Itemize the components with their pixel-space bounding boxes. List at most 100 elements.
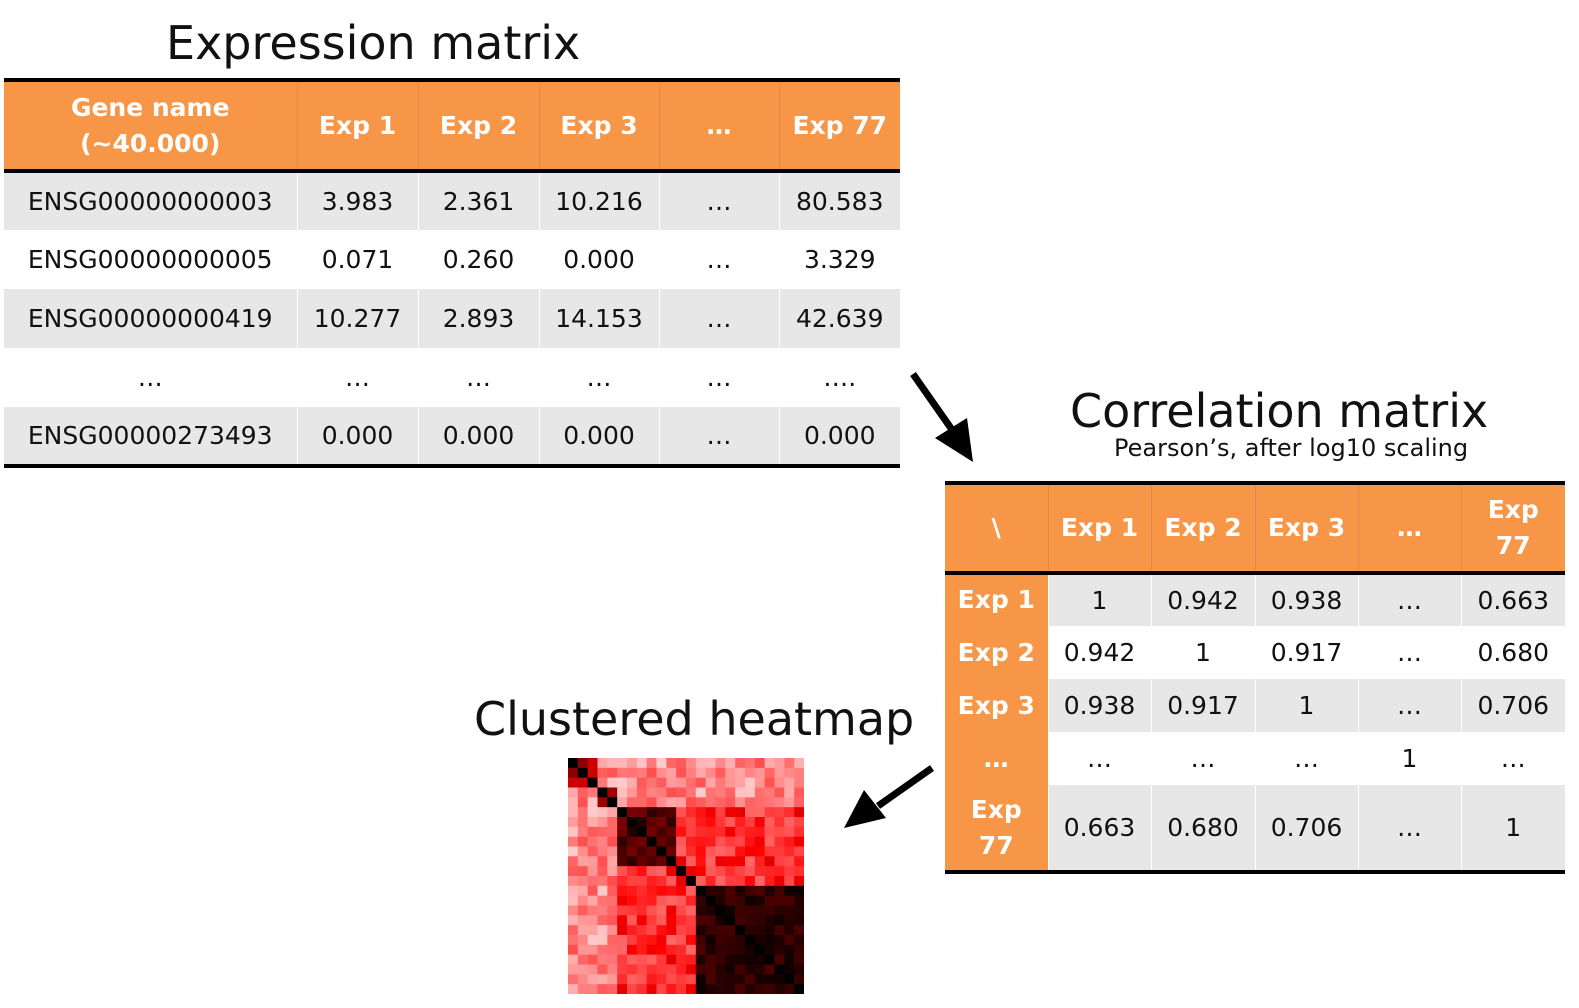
heatmap-cell bbox=[587, 984, 598, 994]
heatmap-cell bbox=[617, 895, 628, 906]
heatmap-cell bbox=[686, 758, 697, 769]
heatmap-cell bbox=[705, 876, 716, 887]
heatmap-cell bbox=[745, 856, 756, 867]
heatmap-cell bbox=[597, 777, 608, 788]
heatmap-cell bbox=[676, 984, 687, 994]
heatmap-cell bbox=[754, 885, 765, 896]
heatmap-cell bbox=[656, 885, 667, 896]
heatmap-cell bbox=[784, 915, 795, 926]
heatmap-cell bbox=[646, 974, 657, 985]
value-cell: 3.329 bbox=[778, 230, 900, 289]
value-cell: 10.216 bbox=[538, 171, 659, 230]
heatmap-cell bbox=[686, 915, 697, 926]
heatmap-cell bbox=[666, 767, 677, 778]
value-cell: 0.000 bbox=[538, 230, 659, 289]
heatmap-cell bbox=[617, 817, 628, 828]
heatmap-cell bbox=[587, 905, 598, 916]
heatmap-cell bbox=[607, 856, 618, 867]
heatmap-cell bbox=[666, 935, 677, 946]
heatmap-cell bbox=[764, 807, 775, 818]
heatmap-cell bbox=[666, 876, 677, 887]
heatmap-cell bbox=[666, 777, 677, 788]
heatmap-cell bbox=[627, 944, 638, 955]
heatmap-cell bbox=[715, 767, 726, 778]
heatmap-cell bbox=[784, 758, 795, 769]
heatmap-cell bbox=[764, 876, 775, 887]
heatmap-cell bbox=[686, 984, 697, 994]
heatmap-cell bbox=[607, 777, 618, 788]
heatmap-cell bbox=[774, 777, 785, 788]
heatmap-cell bbox=[577, 866, 588, 877]
heatmap-cell bbox=[666, 817, 677, 828]
heatmap-cell bbox=[754, 954, 765, 965]
heatmap-cell bbox=[686, 767, 697, 778]
heatmap-cell bbox=[764, 758, 775, 769]
heatmap-cell bbox=[577, 915, 588, 926]
heatmap-cell bbox=[774, 984, 785, 994]
heatmap-cell bbox=[577, 935, 588, 946]
heatmap-cell bbox=[577, 787, 588, 798]
heatmap-cell bbox=[686, 885, 697, 896]
heatmap-cell bbox=[754, 807, 765, 818]
correlation-cell: … bbox=[1254, 732, 1358, 785]
heatmap-cell bbox=[607, 758, 618, 769]
heatmap-cell bbox=[666, 915, 677, 926]
correlation-matrix-title: Correlation matrix bbox=[1070, 384, 1489, 438]
heatmap-cell bbox=[686, 856, 697, 867]
heatmap-cell bbox=[607, 964, 618, 975]
heatmap-cell bbox=[597, 944, 608, 955]
heatmap-cell bbox=[656, 758, 667, 769]
heatmap-cell bbox=[725, 826, 736, 837]
heatmap-cell bbox=[646, 777, 657, 788]
heatmap-cell bbox=[577, 944, 588, 955]
heatmap-cell bbox=[617, 885, 628, 896]
arrow-down-right-icon bbox=[910, 371, 973, 462]
heatmap-cell bbox=[754, 817, 765, 828]
heatmap-cell bbox=[587, 836, 598, 847]
heatmap-cell bbox=[636, 915, 647, 926]
heatmap-cell bbox=[627, 807, 638, 818]
heatmap-cell bbox=[607, 836, 618, 847]
heatmap-cell bbox=[656, 974, 667, 985]
heatmap-cell bbox=[705, 905, 716, 916]
heatmap-cell bbox=[715, 915, 726, 926]
correlation-matrix-table: \ Exp 1 Exp 2 Exp 3 … Exp 77 Exp 1 1 0.9… bbox=[945, 481, 1565, 874]
heatmap-cell bbox=[607, 846, 618, 857]
heatmap-cell bbox=[666, 905, 677, 916]
heatmap-cell bbox=[666, 826, 677, 837]
heatmap-cell bbox=[695, 866, 706, 877]
heatmap-cell bbox=[745, 944, 756, 955]
heatmap-cell bbox=[745, 915, 756, 926]
heatmap-cell bbox=[725, 885, 736, 896]
heatmap-cell bbox=[636, 817, 647, 828]
heatmap-cell bbox=[636, 895, 647, 906]
heatmap-cell bbox=[715, 935, 726, 946]
heatmap-cell bbox=[764, 915, 775, 926]
heatmap-cell bbox=[587, 856, 598, 867]
heatmap-cell bbox=[725, 876, 736, 887]
heatmap-cell bbox=[597, 895, 608, 906]
heatmap-cell bbox=[754, 787, 765, 798]
heatmap-cell bbox=[735, 836, 746, 847]
heatmap-cell bbox=[686, 866, 697, 877]
heatmap-cell bbox=[774, 826, 785, 837]
heatmap-cell bbox=[636, 866, 647, 877]
heatmap-cell bbox=[715, 836, 726, 847]
heatmap-cell bbox=[627, 905, 638, 916]
heatmap-cell bbox=[794, 866, 804, 877]
heatmap-cell bbox=[646, 925, 657, 936]
heatmap-cell bbox=[705, 826, 716, 837]
heatmap-cell bbox=[705, 777, 716, 788]
heatmap-cell bbox=[577, 925, 588, 936]
heatmap-cell bbox=[764, 895, 775, 906]
heatmap-cell bbox=[735, 964, 746, 975]
heatmap-cell bbox=[705, 817, 716, 828]
heatmap-cell bbox=[764, 866, 775, 877]
heatmap-cell bbox=[695, 964, 706, 975]
heatmap-cell bbox=[735, 935, 746, 946]
heatmap-cell bbox=[754, 895, 765, 906]
heatmap-cell bbox=[636, 954, 647, 965]
correlation-cell: 1 bbox=[1150, 626, 1255, 679]
heatmap-cell bbox=[568, 964, 579, 975]
heatmap-cell bbox=[754, 846, 765, 857]
